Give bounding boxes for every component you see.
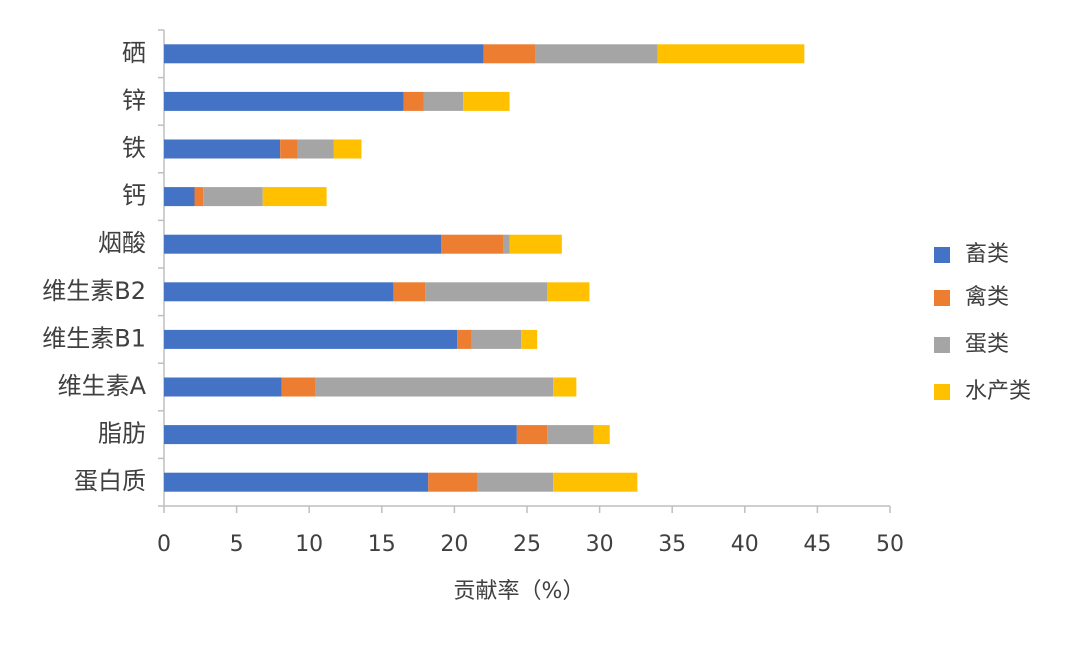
- bar-segment: [164, 377, 282, 397]
- bar-segment: [333, 139, 362, 159]
- bar-segment: [483, 44, 536, 64]
- x-tick-label: 5: [230, 532, 244, 557]
- x-tick-label: 50: [876, 532, 904, 557]
- bar-segment: [164, 44, 484, 64]
- bar-segment: [503, 234, 510, 254]
- bar-segment: [547, 425, 594, 445]
- bar-segment: [403, 91, 424, 111]
- bar-segment: [315, 377, 554, 397]
- bar-segment: [477, 472, 554, 492]
- bar-segment: [203, 187, 263, 207]
- bar-segment: [428, 472, 478, 492]
- bar-segment: [441, 234, 504, 254]
- x-tick-label: 20: [440, 532, 468, 557]
- bar-segment: [535, 44, 658, 64]
- bar-segment: [657, 44, 805, 64]
- bar-segment: [164, 139, 281, 159]
- bar-segment: [393, 282, 426, 302]
- legend-label: 禽类: [965, 285, 1009, 310]
- bar-segment: [425, 282, 548, 302]
- bar-segment: [281, 377, 316, 397]
- bar-segment: [553, 377, 577, 397]
- y-tick-label: 钙: [122, 182, 146, 210]
- x-tick-label: 25: [513, 532, 541, 557]
- bar-segment: [164, 425, 517, 445]
- y-tick-label: 锌: [122, 86, 146, 114]
- bar-segment: [164, 329, 458, 349]
- bar-segment: [471, 329, 522, 349]
- bar-segment: [553, 472, 638, 492]
- bar-segment: [509, 234, 562, 254]
- legend-swatch: [934, 384, 950, 400]
- x-tick-label: 10: [295, 532, 323, 557]
- bar-segment: [164, 472, 429, 492]
- y-tick-label: 维生素A: [58, 372, 147, 400]
- legend-label: 畜类: [965, 242, 1009, 267]
- x-tick-label: 40: [731, 532, 759, 557]
- x-tick-label: 15: [368, 532, 396, 557]
- legend-swatch: [934, 337, 950, 353]
- y-tick-label: 蛋白质: [74, 467, 146, 495]
- bar-segment: [262, 187, 327, 207]
- bar-segment: [164, 234, 442, 254]
- bar-segment: [194, 187, 204, 207]
- bar-segment: [164, 282, 394, 302]
- y-tick-label: 脂肪: [98, 420, 146, 448]
- bar-segment: [521, 329, 538, 349]
- y-tick-label: 硒: [122, 39, 146, 67]
- x-tick-label: 30: [586, 532, 614, 557]
- x-tick-label: 45: [803, 532, 831, 557]
- bar-segment: [423, 91, 464, 111]
- bar-segment: [164, 187, 195, 207]
- legend-label: 蛋类: [965, 332, 1009, 357]
- bar-segment: [516, 425, 548, 445]
- bar-segment: [280, 139, 298, 159]
- bar-segment: [463, 91, 510, 111]
- bar-segment: [593, 425, 610, 445]
- bar-segment: [457, 329, 472, 349]
- legend-label: 水产类: [965, 379, 1031, 404]
- bar-segment: [297, 139, 334, 159]
- y-tick-label: 维生素B1: [42, 324, 146, 352]
- x-tick-label: 0: [157, 532, 171, 557]
- x-axis-label: 贡献率（%）: [454, 579, 585, 604]
- bar-segment: [547, 282, 590, 302]
- y-tick-label: 铁: [122, 134, 146, 162]
- bar-segment: [164, 91, 404, 111]
- legend-swatch: [934, 247, 950, 263]
- y-tick-label: 维生素B2: [42, 277, 146, 305]
- y-tick-label: 烟酸: [98, 229, 146, 257]
- x-tick-label: 35: [658, 532, 686, 557]
- legend-swatch: [934, 290, 950, 306]
